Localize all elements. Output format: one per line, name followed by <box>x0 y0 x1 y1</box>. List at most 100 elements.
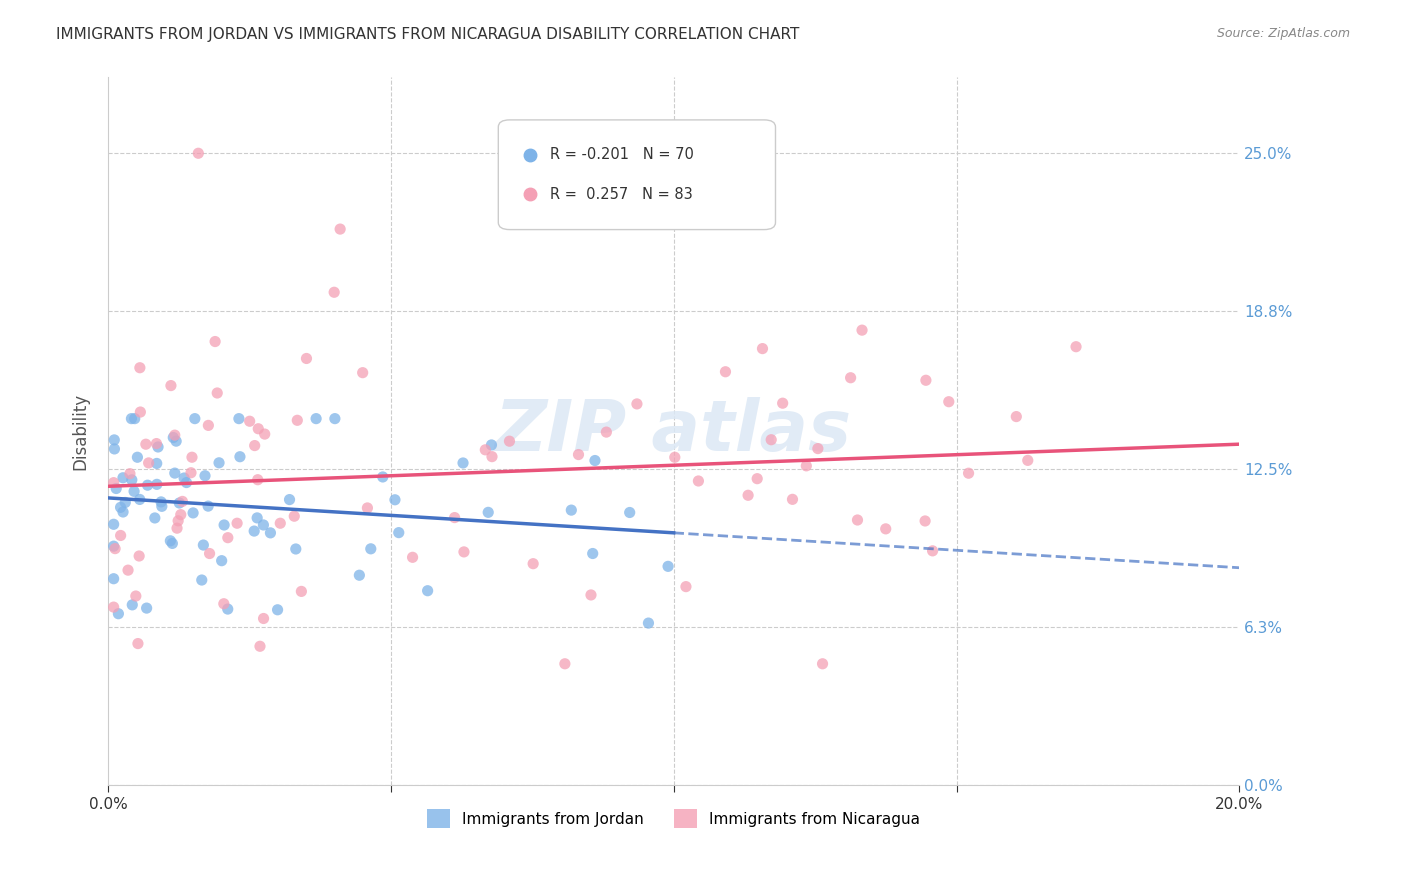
Point <box>360 541 382 556</box>
Point <box>197 499 219 513</box>
Point <box>637 616 659 631</box>
Point <box>205 386 228 401</box>
Point <box>284 541 307 556</box>
Point <box>194 468 217 483</box>
Point <box>145 457 167 471</box>
Point <box>150 500 173 514</box>
Point <box>811 657 834 671</box>
Point <box>159 533 181 548</box>
Point <box>579 588 602 602</box>
Point <box>143 511 166 525</box>
Point <box>217 531 239 545</box>
Point <box>160 378 183 392</box>
Point <box>443 510 465 524</box>
Point <box>249 640 271 654</box>
Point <box>1017 453 1039 467</box>
Point <box>193 538 215 552</box>
Point <box>921 544 943 558</box>
Point <box>522 557 544 571</box>
Point <box>125 589 148 603</box>
Point <box>846 513 869 527</box>
Point <box>128 492 150 507</box>
Point <box>915 373 938 387</box>
FancyBboxPatch shape <box>498 120 776 229</box>
Point <box>246 511 269 525</box>
Point <box>266 603 288 617</box>
Point <box>305 411 328 425</box>
Point <box>187 146 209 161</box>
Point <box>451 456 474 470</box>
Point <box>474 442 496 457</box>
Point <box>122 484 145 499</box>
Point <box>957 467 980 481</box>
Point <box>217 602 239 616</box>
Text: Source: ZipAtlas.com: Source: ZipAtlas.com <box>1216 27 1350 40</box>
Point <box>554 657 576 671</box>
Point <box>191 573 214 587</box>
Point <box>278 492 301 507</box>
Point <box>247 422 270 436</box>
Point <box>167 514 190 528</box>
Point <box>105 482 128 496</box>
Point <box>807 442 830 456</box>
Point <box>388 525 411 540</box>
Point <box>228 411 250 425</box>
Point <box>172 494 194 508</box>
Point <box>243 524 266 538</box>
Point <box>1005 409 1028 424</box>
Point <box>269 516 291 531</box>
Point <box>772 396 794 410</box>
Point <box>118 467 141 481</box>
Point <box>128 549 150 563</box>
Point <box>453 545 475 559</box>
Point <box>851 323 873 337</box>
Point <box>839 370 862 384</box>
Point <box>246 473 269 487</box>
Point <box>595 425 617 439</box>
Point <box>104 541 127 556</box>
Legend: Immigrants from Jordan, Immigrants from Nicaragua: Immigrants from Jordan, Immigrants from … <box>420 803 927 834</box>
Point <box>135 601 157 615</box>
Point <box>181 450 204 465</box>
Point <box>259 525 281 540</box>
Point <box>146 440 169 454</box>
Point <box>243 439 266 453</box>
Point <box>103 433 125 447</box>
Point <box>481 450 503 464</box>
Point <box>323 411 346 425</box>
Point <box>127 450 149 465</box>
Point <box>751 342 773 356</box>
Point <box>211 554 233 568</box>
Point <box>675 580 697 594</box>
Point <box>166 521 188 535</box>
Point <box>146 477 169 491</box>
Point <box>103 442 125 456</box>
Point <box>145 436 167 450</box>
Point <box>416 583 439 598</box>
Point <box>103 517 125 532</box>
Point <box>626 397 648 411</box>
Point <box>121 598 143 612</box>
Point <box>737 488 759 502</box>
Point <box>747 472 769 486</box>
Point <box>371 470 394 484</box>
Point <box>226 516 249 531</box>
Point <box>163 466 186 480</box>
Point <box>498 434 520 449</box>
Point <box>401 550 423 565</box>
Point <box>290 584 312 599</box>
Point <box>165 434 187 449</box>
Point <box>283 509 305 524</box>
Point <box>110 528 132 542</box>
Point <box>329 222 352 236</box>
Point <box>794 458 817 473</box>
Point <box>252 518 274 533</box>
Text: ZIP atlas: ZIP atlas <box>495 397 852 466</box>
Point <box>128 360 150 375</box>
Point <box>229 450 252 464</box>
Point <box>181 506 204 520</box>
Text: R = -0.201   N = 70: R = -0.201 N = 70 <box>550 147 695 162</box>
Point <box>356 500 378 515</box>
Point <box>127 636 149 650</box>
Point <box>914 514 936 528</box>
